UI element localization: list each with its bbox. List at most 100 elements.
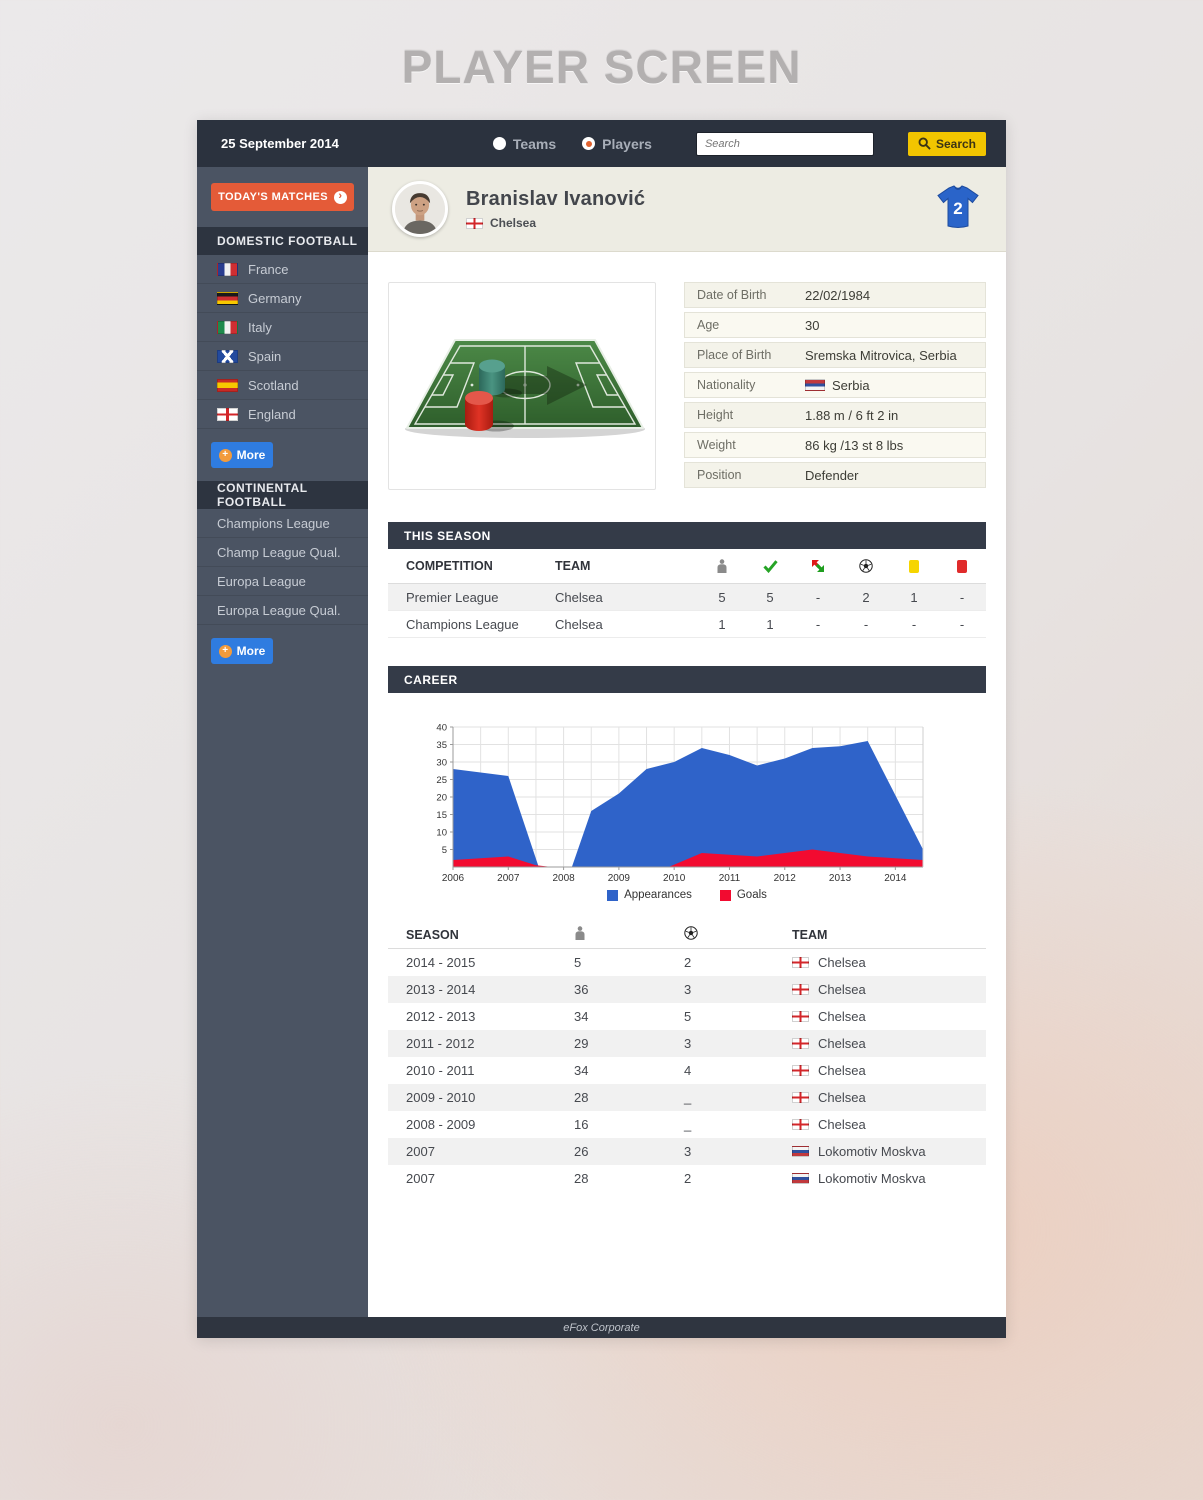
sidebar-item-france[interactable]: France: [197, 255, 368, 284]
search-button[interactable]: Search: [907, 131, 986, 156]
team-flag-icon: [792, 1092, 809, 1103]
svg-text:20: 20: [436, 793, 447, 804]
svg-text:15: 15: [436, 810, 447, 821]
profile-row: Place of Birth Sremska Mitrovica, Serbia: [684, 342, 986, 368]
svg-text:2014: 2014: [884, 873, 907, 884]
player-profile-panel: Date of Birth 22/02/1984 Age 30 Place of…: [684, 282, 986, 490]
table-row[interactable]: 2014 - 2015 5 2 Chelsea: [406, 955, 866, 970]
table-row[interactable]: 2011 - 2012 29 3 Chelsea: [388, 1030, 986, 1057]
svg-text:2006: 2006: [442, 873, 465, 884]
svg-text:2009: 2009: [608, 873, 631, 884]
footer: eFox Corporate: [197, 1317, 1006, 1338]
team-flag-icon: [792, 957, 809, 968]
svg-text:2008: 2008: [552, 873, 575, 884]
table-row[interactable]: 2012 - 2013 34 5 Chelsea: [406, 1009, 866, 1024]
flag-italy-icon: [217, 320, 238, 334]
svg-text:35: 35: [436, 740, 447, 751]
yellow-card-icon: [890, 559, 938, 573]
profile-row: Height 1.88 m / 6 ft 2 in: [684, 402, 986, 428]
svg-text:2013: 2013: [829, 873, 852, 884]
nav-players[interactable]: Players: [582, 136, 652, 152]
sidebar-item-europa-league-qual[interactable]: Europa League Qual.: [197, 596, 368, 625]
sidebar-item-champions-league[interactable]: Champions League: [197, 509, 368, 538]
sidebar-item-germany[interactable]: Germany: [197, 284, 368, 313]
svg-text:10: 10: [436, 828, 447, 839]
profile-row-nationality: Nationality Serbia: [684, 372, 986, 398]
sidebar-item-italy[interactable]: Italy: [197, 313, 368, 342]
career-column-headers: SEASON TEAM: [388, 921, 986, 949]
table-row[interactable]: 2009 - 2010 28 _ Chelsea: [388, 1084, 986, 1111]
flag-england-icon: [217, 407, 238, 421]
svg-text:5: 5: [442, 845, 447, 856]
svg-text:2010: 2010: [663, 873, 686, 884]
table-row[interactable]: 2007 26 3 Lokomotiv Moskva: [388, 1138, 986, 1165]
sidebar-item-champ-league-qual[interactable]: Champ League Qual.: [197, 538, 368, 567]
club-country-flag-icon: [466, 217, 483, 229]
sidebar: TODAY'S MATCHES › DOMESTIC FOOTBALL Fran…: [197, 167, 368, 1317]
teal-cylinder: [479, 359, 522, 398]
domestic-more-button[interactable]: + More: [211, 442, 273, 468]
top-bar: 25 September 2014 Teams Players Search: [197, 120, 1006, 167]
player-header: Branislav Ivanović Chelsea 2: [368, 167, 1006, 252]
radio-selected-icon: [582, 137, 596, 150]
flag-serbia-icon: [805, 379, 825, 391]
goals-ball-icon: [684, 926, 792, 943]
flag-france-icon: [217, 262, 238, 276]
app-window: 25 September 2014 Teams Players Search: [197, 120, 1006, 1338]
career-chart: 5 10 15 20 25 30 35 40 2006 2007 2008 2009 2010 2011 2…: [388, 693, 986, 901]
current-date: 25 September 2014: [221, 136, 339, 151]
svg-text:2012: 2012: [774, 873, 797, 884]
table-row[interactable]: Champions League Chelsea 1 1 - - - -: [388, 611, 986, 638]
this-season-column-headers: COMPETITION TEAM: [388, 549, 986, 584]
sidebar-item-england[interactable]: England: [197, 400, 368, 429]
table-row[interactable]: 2010 - 2011 34 4 Chelsea: [406, 1063, 866, 1078]
plus-icon: +: [218, 644, 232, 658]
team-flag-icon: [792, 984, 809, 995]
substitution-icon: [794, 559, 842, 573]
nav-teams[interactable]: Teams: [492, 136, 556, 152]
appearances-legend-swatch: [607, 889, 619, 901]
chart-legend: Appearances Goals: [388, 889, 986, 901]
starts-check-icon: [746, 559, 794, 573]
table-row[interactable]: 2007 28 2 Lokomotiv Moskva: [406, 1171, 926, 1186]
chevron-right-icon: ›: [333, 190, 347, 204]
profile-row: Age 30: [684, 312, 986, 338]
goals-legend-swatch: [719, 889, 731, 901]
sidebar-item-spain[interactable]: Spain: [197, 342, 368, 371]
radio-unselected-icon: [492, 137, 506, 150]
page-title: PLAYER SCREEN: [401, 41, 802, 93]
this-season-header: THIS SEASON: [388, 522, 986, 549]
goals-ball-icon: [842, 559, 890, 573]
section-domestic-football: DOMESTIC FOOTBALL: [197, 227, 368, 255]
svg-text:30: 30: [436, 758, 447, 769]
main-nav: Teams Players Search: [492, 131, 986, 156]
flag-germany-icon: [217, 291, 238, 305]
profile-row: Weight 86 kg /13 st 8 lbs: [684, 432, 986, 458]
team-flag-icon: [792, 1119, 809, 1130]
player-name: Branislav Ivanović: [466, 188, 646, 210]
jersey-icon: 2: [934, 184, 982, 234]
team-flag-icon: [792, 1011, 809, 1022]
search-input[interactable]: [695, 131, 874, 156]
avatar: [392, 181, 448, 237]
team-flag-icon: [792, 1065, 809, 1076]
svg-text:25: 25: [436, 775, 447, 786]
continental-more-button[interactable]: + More: [211, 638, 273, 664]
team-flag-icon: [792, 1146, 809, 1157]
table-row[interactable]: Premier League Chelsea 5 5 - 2 1 -: [388, 584, 986, 611]
table-row[interactable]: 2013 - 2014 36 3 Chelsea: [388, 976, 986, 1003]
todays-matches-button[interactable]: TODAY'S MATCHES ›: [211, 183, 354, 211]
appearances-icon: [698, 559, 746, 573]
table-row[interactable]: 2008 - 2009 16 _ Chelsea: [406, 1117, 866, 1132]
this-season-panel: THIS SEASON COMPETITION TEAM: [388, 522, 986, 638]
sidebar-item-scotland[interactable]: Scotland: [197, 371, 368, 400]
search-icon: [918, 137, 931, 150]
svg-text:2011: 2011: [719, 873, 741, 884]
flag-saltire-icon: [217, 349, 238, 363]
career-panel: CAREER 5 10 15 20 25 30 35 40 2006 2007 2008 2009 20…: [388, 666, 986, 1192]
sidebar-item-europa-league[interactable]: Europa League: [197, 567, 368, 596]
player-club: Chelsea: [490, 216, 537, 230]
red-card-icon: [938, 559, 986, 573]
team-flag-icon: [792, 1173, 809, 1184]
content-area: Branislav Ivanović Chelsea 2: [368, 167, 1006, 1317]
